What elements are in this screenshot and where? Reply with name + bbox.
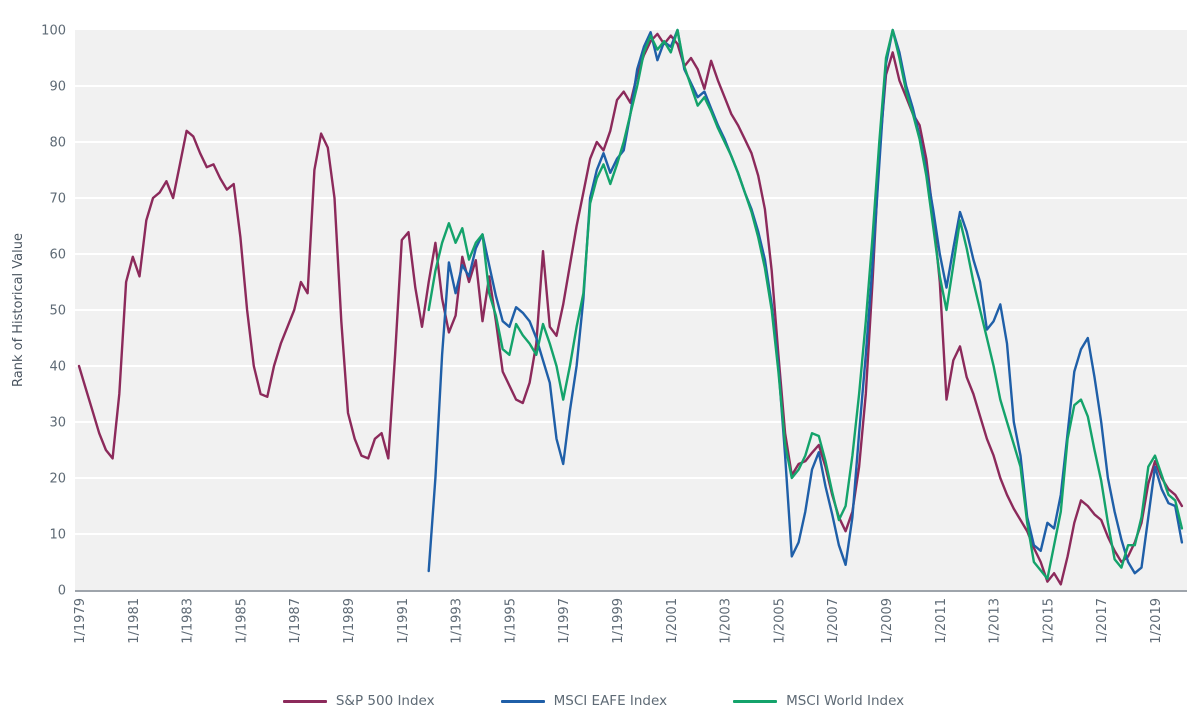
world-line-swatch (733, 699, 778, 703)
y-tick-label-70: 70 (49, 192, 66, 207)
x-tick-label-2019: 1/2019 (1149, 598, 1164, 644)
x-tick-label-2009: 1/2009 (880, 598, 895, 644)
x-tick-label-2001: 1/2001 (665, 598, 680, 644)
eafe-line-swatch (500, 699, 545, 703)
x-tick-label-2015: 1/2015 (1041, 598, 1056, 644)
x-tick-label-2005: 1/2005 (772, 598, 787, 644)
axis-tick-labels: 0 10 20 30 40 50 60 70 80 90 100 1/1979 1/1981 1/1983… (41, 24, 1164, 644)
x-tick-label-1999: 1/1999 (611, 598, 626, 644)
x-tick-label-1979: 1/1979 (73, 598, 88, 644)
x-tick-label-2017: 1/2017 (1095, 598, 1110, 644)
x-tick-label-1987: 1/1987 (288, 598, 303, 644)
x-tick-label-2011: 1/2011 (934, 598, 949, 644)
x-tick-label-2007: 1/2007 (826, 598, 841, 644)
series-line-2-msci-world-index (427, 28, 1184, 580)
x-tick-label-1985: 1/1985 (234, 598, 249, 644)
legend: S&P 500 Index MSCI EAFE Index MSCI World… (0, 693, 1187, 709)
x-tick-label-1995: 1/1995 (503, 598, 518, 644)
y-tick-label-100: 100 (41, 24, 66, 39)
y-tick-label-90: 90 (49, 80, 66, 95)
x-tick-label-1983: 1/1983 (181, 598, 196, 644)
y-tick-label-20: 20 (49, 472, 66, 487)
legend-entry-eafe: MSCI EAFE Index (500, 693, 668, 709)
series-lines (77, 28, 1184, 586)
legend-entry-sp500: S&P 500 Index (282, 693, 435, 709)
sp500-line-swatch (282, 699, 327, 703)
legend-label-sp500: S&P 500 Index (335, 693, 435, 709)
series-line-1-msci-eafe-index (427, 28, 1184, 575)
x-tick-label-1981: 1/1981 (127, 598, 142, 644)
y-tick-label-40: 40 (49, 360, 66, 375)
gridlines (75, 85, 1187, 535)
x-tick-label-1997: 1/1997 (557, 598, 572, 644)
x-tick-label-2003: 1/2003 (719, 598, 734, 644)
legend-entry-world: MSCI World Index (733, 693, 904, 709)
series-line-0-s-p-500-index (77, 32, 1184, 586)
x-tick-label-1993: 1/1993 (450, 598, 465, 644)
x-tick-label-2013: 1/2013 (988, 598, 1003, 644)
y-tick-label-30: 30 (49, 416, 66, 431)
y-axis-title: Rank of Historical Value (11, 233, 26, 387)
y-tick-label-10: 10 (49, 528, 66, 543)
legend-label-eafe: MSCI EAFE Index (553, 693, 668, 709)
x-tick-label-1991: 1/1991 (396, 598, 411, 644)
y-tick-label-50: 50 (49, 304, 66, 319)
legend-label-world: MSCI World Index (786, 693, 905, 709)
y-tick-label-80: 80 (49, 136, 66, 151)
y-tick-label-0: 0 (58, 584, 66, 599)
y-tick-label-60: 60 (49, 248, 66, 263)
x-tick-label-1989: 1/1989 (342, 598, 357, 644)
